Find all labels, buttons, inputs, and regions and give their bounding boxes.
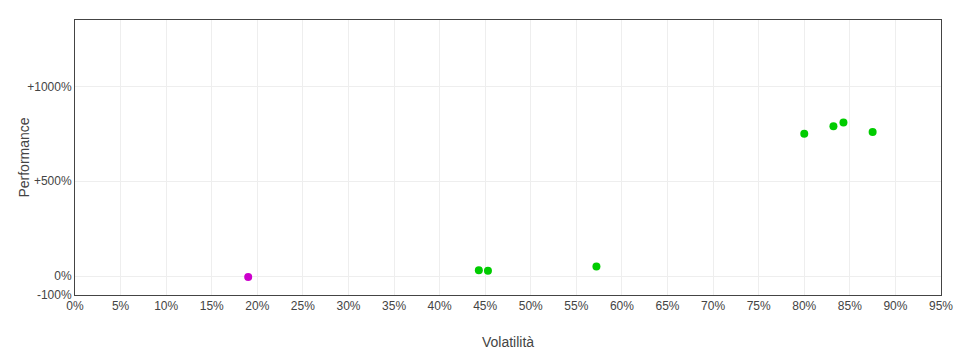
- svg-text:5%: 5%: [112, 299, 130, 313]
- svg-text:45%: 45%: [473, 299, 497, 313]
- svg-text:90%: 90%: [883, 299, 907, 313]
- svg-text:35%: 35%: [382, 299, 406, 313]
- svg-text:0%: 0%: [66, 299, 84, 313]
- svg-text:Performance: Performance: [16, 117, 32, 197]
- svg-text:10%: 10%: [154, 299, 178, 313]
- svg-text:55%: 55%: [564, 299, 588, 313]
- svg-text:0%: 0%: [54, 269, 72, 283]
- svg-text:60%: 60%: [610, 299, 634, 313]
- svg-text:Volatilità: Volatilità: [482, 334, 534, 350]
- svg-text:65%: 65%: [656, 299, 680, 313]
- svg-text:25%: 25%: [291, 299, 315, 313]
- svg-text:+500%: +500%: [34, 174, 72, 188]
- svg-text:80%: 80%: [792, 299, 816, 313]
- svg-text:15%: 15%: [200, 299, 224, 313]
- svg-text:95%: 95%: [929, 299, 953, 313]
- svg-text:50%: 50%: [519, 299, 543, 313]
- svg-text:20%: 20%: [245, 299, 269, 313]
- svg-text:75%: 75%: [747, 299, 771, 313]
- svg-text:-100%: -100%: [37, 288, 72, 302]
- svg-text:70%: 70%: [701, 299, 725, 313]
- svg-text:+1000%: +1000%: [27, 80, 72, 94]
- svg-text:85%: 85%: [838, 299, 862, 313]
- svg-text:40%: 40%: [428, 299, 452, 313]
- svg-text:30%: 30%: [336, 299, 360, 313]
